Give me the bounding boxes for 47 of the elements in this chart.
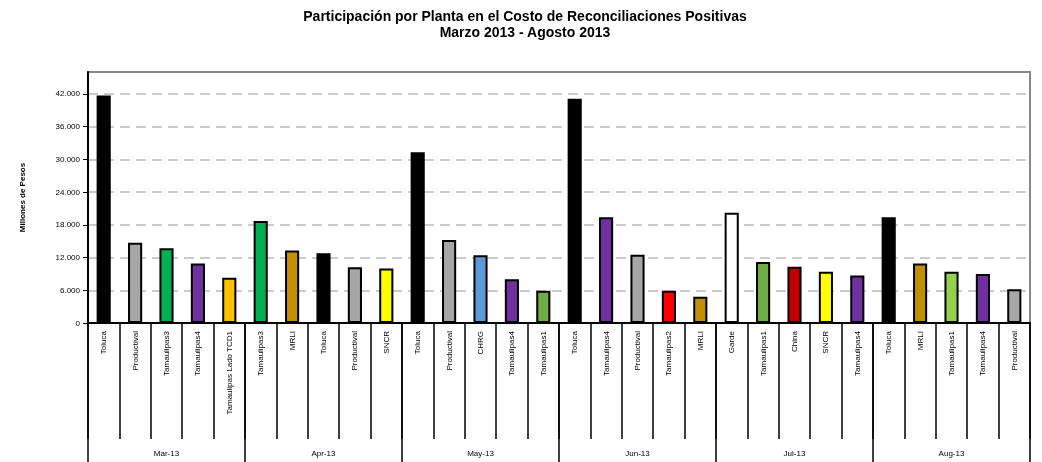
x-tick-label: MRLI <box>287 331 297 351</box>
x-tick-label: Tamaulipas1 <box>758 330 768 376</box>
y-tick-label: 42.000 <box>55 89 81 99</box>
y-axis-title: Millones de Pesos <box>17 162 27 233</box>
text: Jul-13 <box>783 448 806 458</box>
text: Mar-13 <box>153 448 180 458</box>
x-tick-label: Productival <box>350 330 360 371</box>
y-tick-label: 24.000 <box>55 187 81 197</box>
x-tick-label: SNCR <box>821 330 831 354</box>
x-tick-label: Tamaulipas4 <box>507 330 517 376</box>
x-tick-label: Toluca <box>99 330 109 355</box>
x-tick-label: SNCR <box>381 330 391 354</box>
x-tick-label: Productival <box>130 330 140 371</box>
x-tick-label: Tamaulipas4 <box>193 330 203 376</box>
x-tick-label: CHRG <box>476 331 485 355</box>
x-tick-label: Toluca <box>570 330 580 355</box>
x-tick-label: Productival <box>633 330 642 371</box>
x-tick-label: Productival <box>1009 330 1019 371</box>
text: Aug-13 <box>938 448 965 458</box>
x-tick-label: Tamaulipas3 <box>256 330 266 376</box>
x-tick-label: Tamaulipas4 <box>601 330 611 376</box>
y-tick-label: 12.000 <box>55 253 81 263</box>
x-tick-label: Tamaulipas1 <box>538 330 548 376</box>
y-tick-label: 0 <box>75 318 81 328</box>
y-tick-label: 18.000 <box>55 220 81 230</box>
text: Apr-13 <box>311 448 337 458</box>
x-tick-label: MRLI <box>695 331 705 351</box>
x-tick-label: Toluca <box>884 330 894 355</box>
x-tick-label: Tamaulipas4 <box>852 330 862 376</box>
x-tick-label: Garde <box>727 330 737 354</box>
x-tick-label: Tamaulipas1 <box>947 330 956 376</box>
x-tick-label: Toluca <box>413 330 423 355</box>
chart-title: Participación por Planta en el Costo de Reconciliaciones Positivas <box>303 8 747 24</box>
x-tick-label: Tamaulipas Lado TCD1 <box>224 330 234 415</box>
y-tick-label: 30.000 <box>55 154 81 164</box>
x-tick-label: Tamaulipas3 <box>162 330 171 376</box>
x-tick-label: Productival <box>444 330 454 371</box>
y-tick-label: 36.000 <box>55 122 81 132</box>
text: Jun-13 <box>625 448 651 458</box>
x-tick-label: Toluca <box>319 330 328 355</box>
x-tick-label: Tamaulipas2 <box>664 330 674 376</box>
y-tick-label: 6.000 <box>59 285 81 295</box>
text: May-13 <box>467 448 495 458</box>
chart-subtitle: Marzo 2013 - Agosto 2013 <box>439 24 611 40</box>
x-tick-label: MRLI <box>915 331 925 351</box>
x-tick-label: China <box>790 330 799 352</box>
x-tick-label: Tamaulipas4 <box>978 330 988 376</box>
